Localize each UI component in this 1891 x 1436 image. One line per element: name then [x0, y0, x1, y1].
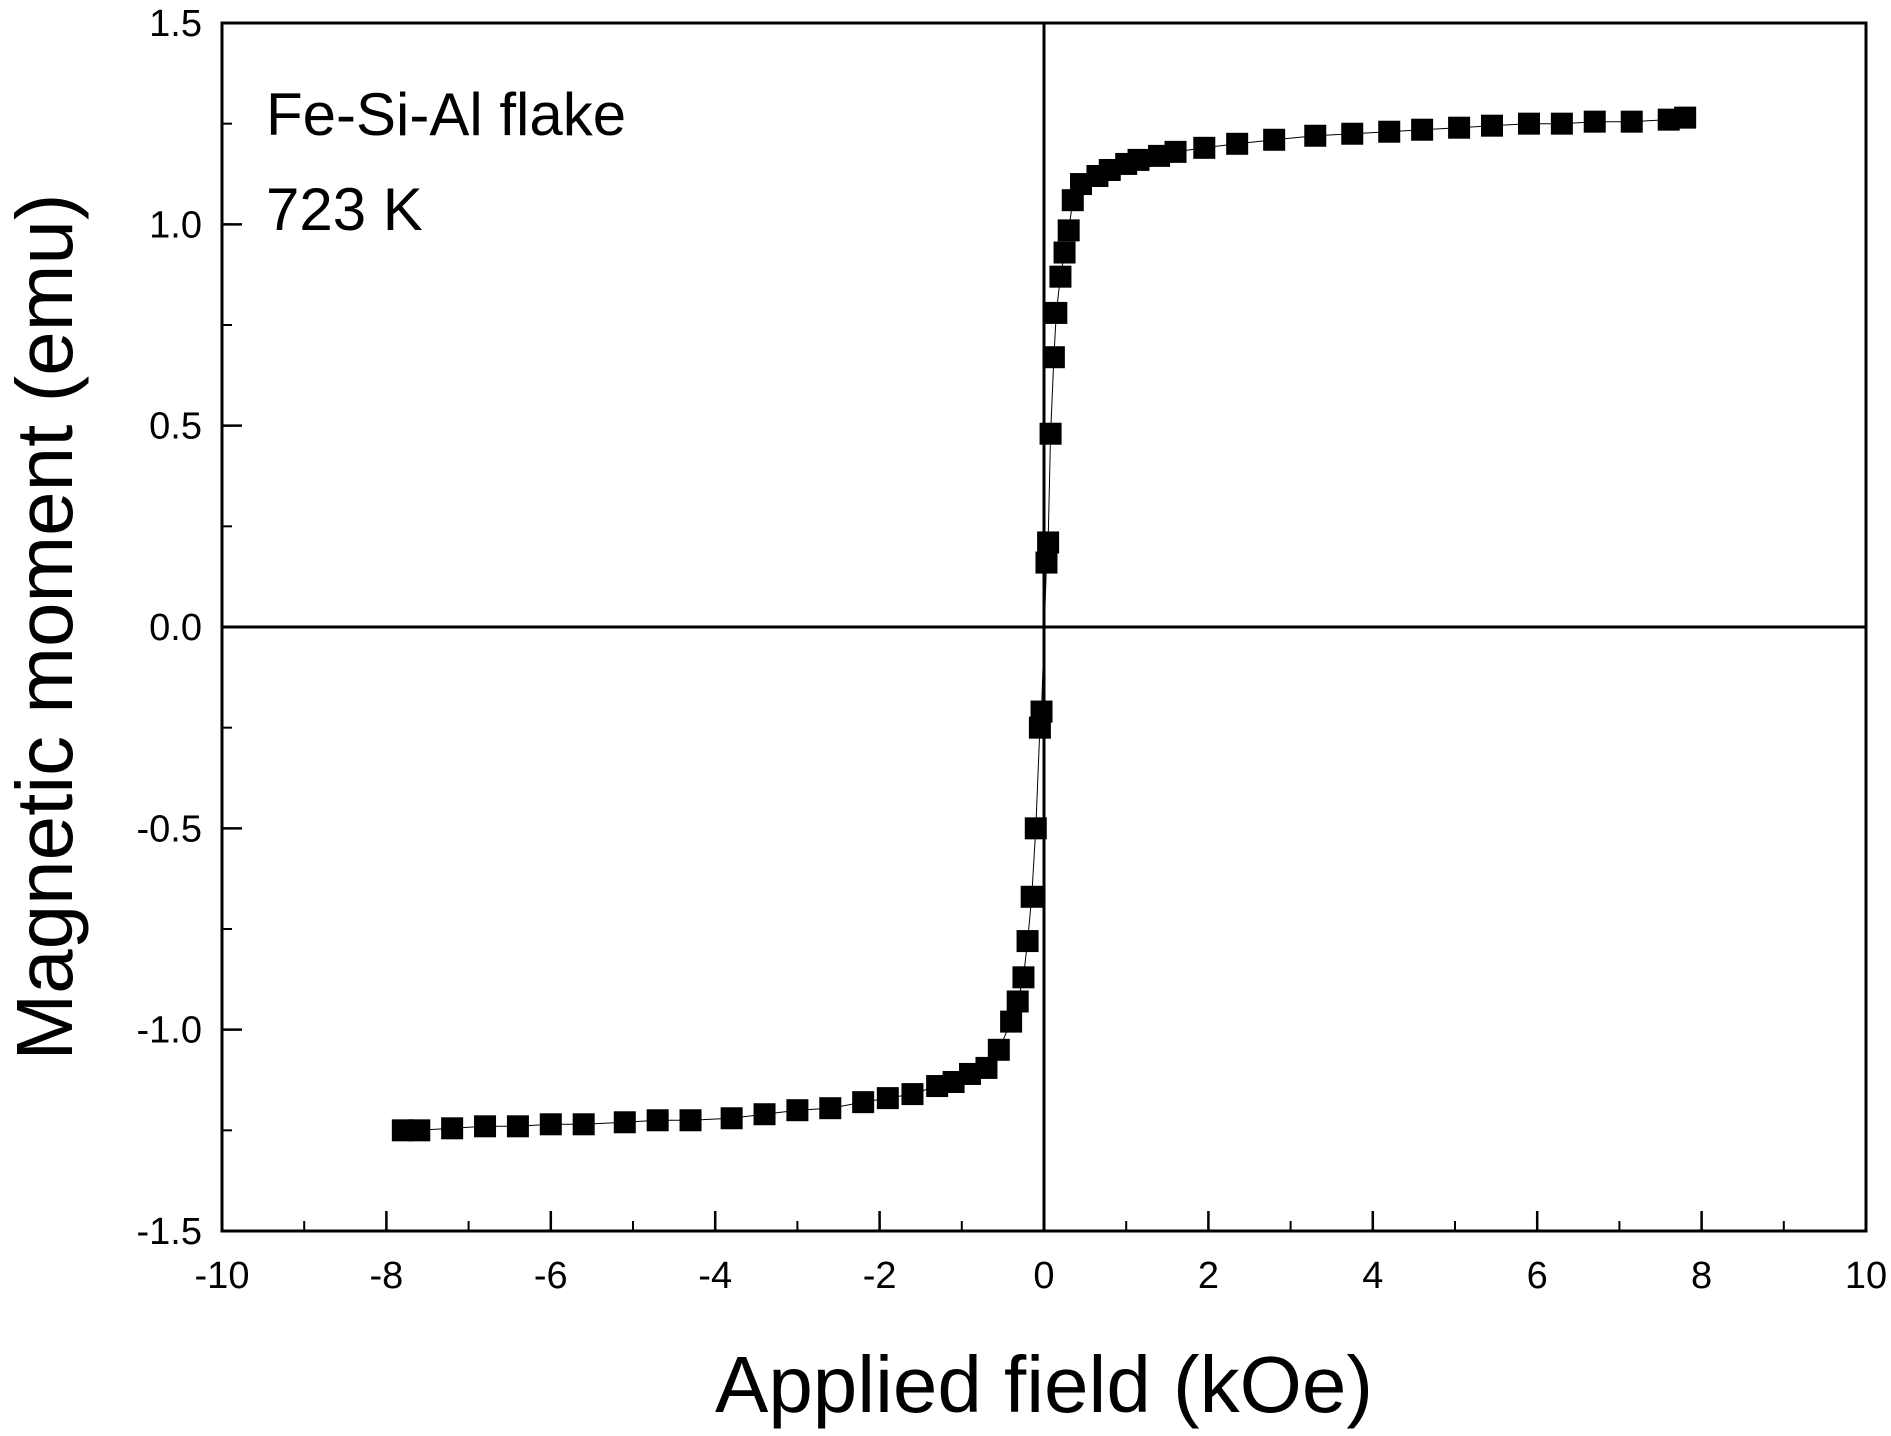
- y-tick-label: 1.0: [149, 204, 202, 246]
- data-point: [613, 1111, 636, 1134]
- data-point: [1053, 241, 1076, 264]
- data-point: [1000, 1010, 1023, 1033]
- data-point: [975, 1056, 998, 1079]
- data-point: [646, 1109, 669, 1132]
- data-points: [391, 106, 1697, 1142]
- data-point: [1020, 885, 1043, 908]
- x-tick-label: 10: [1845, 1255, 1887, 1297]
- data-point: [720, 1107, 743, 1130]
- data-point: [1006, 990, 1029, 1013]
- data-point: [474, 1115, 497, 1138]
- data-point: [1042, 346, 1065, 369]
- data-point: [1016, 930, 1039, 953]
- x-tick-label: 4: [1362, 1255, 1383, 1297]
- data-point: [1550, 112, 1573, 135]
- temperature-annotation: 723 K: [266, 176, 423, 243]
- y-tick-label: 0.5: [149, 406, 202, 448]
- x-tick-label: 0: [1033, 1255, 1054, 1297]
- data-point: [1263, 128, 1286, 151]
- data-point: [786, 1099, 809, 1122]
- data-point: [1378, 120, 1401, 143]
- data-point: [679, 1109, 702, 1132]
- data-point: [1045, 301, 1068, 324]
- data-point: [506, 1115, 529, 1138]
- data-point: [1411, 118, 1434, 141]
- data-point: [572, 1113, 595, 1136]
- data-point: [1057, 219, 1080, 242]
- data-point: [1517, 112, 1540, 135]
- data-point: [539, 1113, 562, 1136]
- y-tick-label: -1.5: [137, 1211, 202, 1253]
- data-point: [1448, 116, 1471, 139]
- x-tick-label: -4: [698, 1255, 732, 1297]
- x-axis-title: Applied field (kOe): [715, 1340, 1373, 1429]
- data-point: [1037, 531, 1060, 554]
- x-tick-labels: -10 -8 -6 -4 -2 0 2 4 6 8 10: [195, 1255, 1888, 1297]
- data-point: [1193, 136, 1216, 159]
- y-tick-label: 1.5: [149, 3, 202, 45]
- data-point: [1583, 110, 1606, 133]
- y-tick-label: 0.0: [149, 607, 202, 649]
- y-tick-label: -1.0: [137, 1010, 202, 1052]
- x-tick-label: 2: [1198, 1255, 1219, 1297]
- data-point: [1164, 140, 1187, 163]
- data-point: [441, 1117, 464, 1140]
- x-tick-label: 6: [1527, 1255, 1548, 1297]
- plot-frame: [220, 21, 1868, 1233]
- data-point: [1049, 265, 1072, 288]
- data-point: [1039, 422, 1062, 445]
- data-point: [753, 1103, 776, 1126]
- data-point: [1035, 551, 1058, 574]
- y-tick-labels: -1.5 -1.0 -0.5 0.0 0.5 1.0 1.5: [137, 3, 202, 1253]
- y-axis-title: Magnetic moment (emu): [0, 194, 89, 1061]
- data-point: [987, 1038, 1010, 1061]
- data-point: [1226, 132, 1249, 155]
- x-tick-label: -2: [863, 1255, 897, 1297]
- data-point: [876, 1087, 899, 1110]
- data-point: [1030, 700, 1053, 723]
- data-point: [1480, 114, 1503, 137]
- data-point: [1674, 106, 1697, 129]
- x-tick-label: -6: [534, 1255, 568, 1297]
- data-point: [901, 1083, 924, 1106]
- x-tick-label: -10: [195, 1255, 250, 1297]
- data-point: [1024, 817, 1047, 840]
- y-tick-label: -0.5: [137, 808, 202, 850]
- data-point: [1341, 122, 1364, 145]
- x-tick-label: 8: [1691, 1255, 1712, 1297]
- x-tick-label: -8: [370, 1255, 404, 1297]
- data-point: [1127, 148, 1150, 171]
- data-point: [408, 1119, 431, 1142]
- data-point: [1304, 124, 1327, 147]
- sample-annotation: Fe-Si-Al flake: [266, 81, 626, 148]
- data-point: [852, 1091, 875, 1114]
- data-point: [1620, 110, 1643, 133]
- data-point: [819, 1097, 842, 1120]
- data-point: [1012, 966, 1035, 989]
